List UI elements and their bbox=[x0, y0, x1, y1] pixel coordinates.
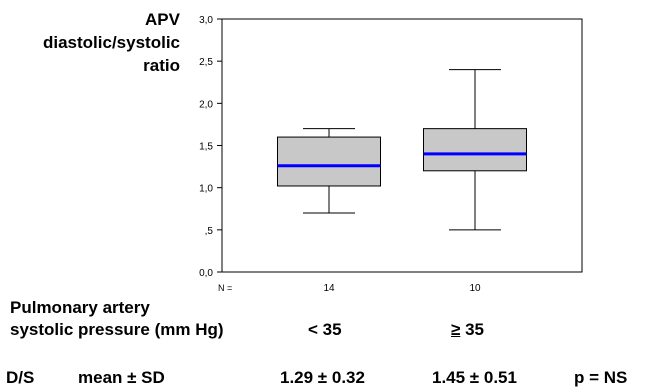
n-count-label: 14 bbox=[323, 283, 335, 294]
box-plot: 3,0 2,5 2,0 1,5 1,0 ,5 0,0 14 10 N = bbox=[199, 15, 583, 294]
category-label-high-value: 35 bbox=[465, 320, 484, 339]
category-label-high-symbol: ≥ bbox=[451, 320, 461, 339]
box bbox=[423, 128, 527, 172]
stats-label: D/S bbox=[6, 368, 35, 387]
y-tick-label: 0,0 bbox=[199, 268, 213, 279]
category-label-low: < 35 bbox=[308, 320, 342, 339]
stats-measure: mean ± SD bbox=[78, 368, 165, 387]
y-axis-label-line-3: ratio bbox=[143, 56, 180, 75]
y-tick-label: 1,0 bbox=[199, 184, 213, 195]
n-count-label: 10 bbox=[469, 283, 481, 294]
category-label-high: ≥ 35 bbox=[451, 320, 484, 340]
y-tick-label: 1,5 bbox=[199, 142, 213, 153]
x-axis-label-line-2: systolic pressure (mm Hg) bbox=[10, 320, 224, 339]
y-tick-label: 3,0 bbox=[199, 15, 213, 26]
y-axis-label: APV diastolic/systolic ratio bbox=[43, 10, 180, 76]
x-axis-label-line-1: Pulmonary artery bbox=[10, 298, 150, 317]
stats-p-value: p = NS bbox=[574, 368, 628, 387]
y-tick-label: 2,0 bbox=[199, 99, 213, 110]
stats-value-high: 1.45 ± 0.51 bbox=[432, 368, 517, 387]
y-axis-label-line-1: APV bbox=[145, 10, 180, 29]
stats-value-low: 1.29 ± 0.32 bbox=[280, 368, 365, 387]
y-tick-label: 2,5 bbox=[199, 57, 213, 68]
n-label: N = bbox=[218, 283, 232, 293]
box bbox=[277, 136, 381, 187]
y-tick-label: ,5 bbox=[205, 226, 214, 237]
y-axis-label-line-2: diastolic/systolic bbox=[43, 33, 180, 52]
plot-frame bbox=[221, 18, 583, 273]
